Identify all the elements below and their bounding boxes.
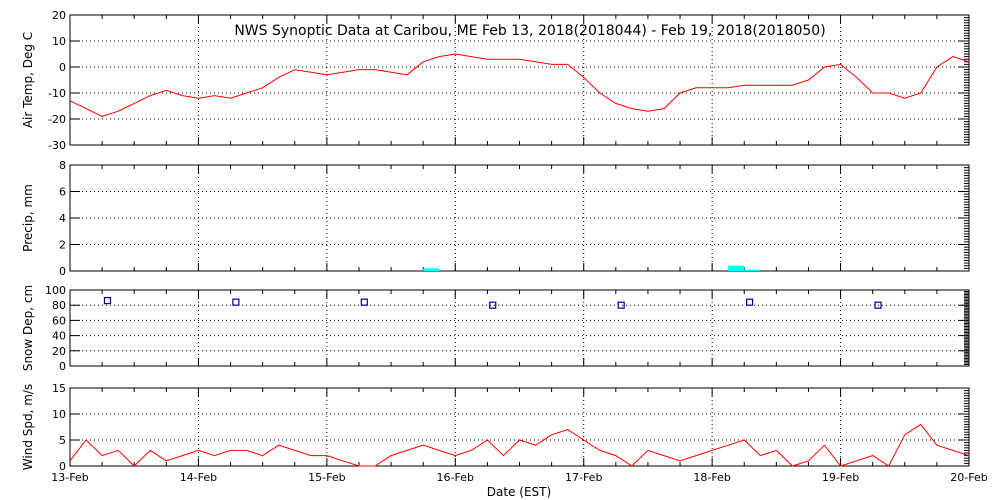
y-axis-title: Precip, mm [21,184,35,252]
y-tick-label: 4 [59,212,66,225]
plot-frame [69,164,970,272]
x-tick-label: 16-Feb [437,471,474,484]
y-tick-label: 0 [59,360,66,373]
x-tick-label: 19-Feb [822,471,859,484]
x-tick-label: 20-Feb [950,471,987,484]
chart-title: NWS Synoptic Data at Caribou, ME Feb 13,… [234,23,825,39]
plot-frame [69,14,970,146]
y-axis-title: Air Temp, Deg C [21,32,35,128]
y-tick-label: 100 [45,284,66,297]
x-tick-label: 18-Feb [693,471,730,484]
y-tick-label: 8 [59,159,66,172]
y-tick-label: 6 [59,186,66,199]
y-tick-label: 40 [52,330,66,343]
y-tick-label: -30 [48,139,66,152]
x-tick-label: 13-Feb [51,471,88,484]
precip-bar [423,268,440,271]
y-tick-label: 2 [59,239,66,252]
precip-bar [728,265,745,271]
y-axis-title: Snow Dep, cm [21,285,35,371]
y-tick-label: 20 [52,9,66,22]
x-tick-label: 14-Feb [180,471,217,484]
series-line-wind_speed [69,423,970,467]
y-tick-label: -10 [48,87,66,100]
y-tick-label: 15 [52,382,66,395]
x-tick-label: 17-Feb [565,471,602,484]
snow-depth-point [232,298,240,306]
y-tick-label: 10 [52,35,66,48]
snow-depth-point [617,301,625,309]
snow-depth-point [103,297,112,305]
panel-precip: 0 2 4 6 8 Precip, mm [21,159,970,278]
y-axis-title: Wind Spd, m/s [21,384,35,470]
snow-depth-point [489,301,497,309]
y-tick-label: 5 [59,434,66,447]
snow-depth-point [360,298,368,306]
y-tick-label: 80 [52,299,66,312]
snow-depth-point [874,301,882,309]
y-tick-label: 0 [59,265,66,278]
panel-snow_depth: 0 20 40 60 80 100 Snow Dep, cm [21,284,970,373]
series-line-air_temp [69,53,970,117]
precip-bar [744,269,761,271]
x-tick-label: 15-Feb [308,471,345,484]
y-tick-label: 0 [59,460,66,473]
panel-wind_speed: 0 5 10 15 Wind Spd, m/s 13-Feb 14-Feb 15-Feb 16-… [21,382,988,484]
panel-air_temp: -30 -20 -10 0 10 20 Air Temp, Deg C [21,9,970,152]
y-tick-label: 0 [59,61,66,74]
snow-depth-point [746,298,754,306]
y-tick-label: 60 [52,314,66,327]
y-tick-label: 20 [52,345,66,358]
x-axis-title: Date (EST) [487,485,551,499]
plot-frame [69,387,970,467]
plot-frame [69,289,970,367]
y-tick-label: 10 [52,408,66,421]
y-tick-label: -20 [48,113,66,126]
panels: -30 -20 -10 0 10 20 Air Temp, Deg C 0 2 4 6 8 Precip… [21,9,988,484]
